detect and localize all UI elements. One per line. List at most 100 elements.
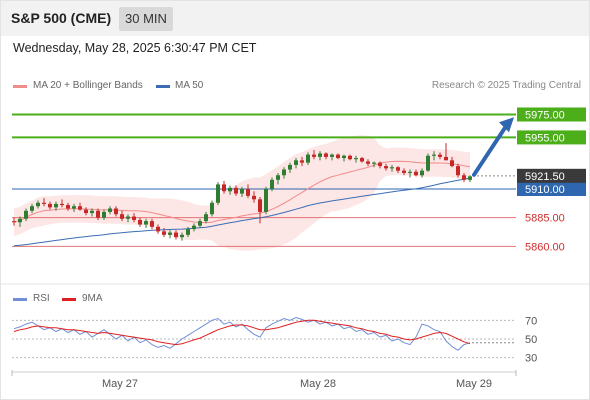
candle-body: [384, 166, 388, 169]
x-tick-label: May 29: [456, 378, 492, 390]
candle-body: [102, 211, 106, 218]
candle-body: [396, 167, 400, 171]
candle-body: [216, 184, 220, 203]
header-bar: [0, 0, 590, 36]
candle-body: [240, 189, 244, 194]
copyright-text: Research © 2025 Trading Central: [431, 80, 581, 91]
candle-body: [42, 202, 46, 204]
level-tag-5955.00: [517, 130, 586, 145]
candle-body: [462, 175, 466, 180]
candle-body: [354, 158, 358, 160]
ma9-legend-label: 9MA: [82, 293, 103, 304]
candle-body: [282, 169, 286, 176]
candle-body: [372, 162, 376, 164]
candle-body: [132, 216, 136, 220]
rsi-legend-swatch: [13, 298, 27, 301]
candle-body: [312, 154, 316, 157]
level-label-5955.00: 5955.00: [525, 132, 565, 144]
candle-body: [222, 184, 226, 192]
candle-body: [264, 189, 268, 212]
rsi-tick-50: 50: [525, 334, 537, 346]
ma9-legend-swatch: [62, 298, 76, 301]
candle-body: [252, 195, 256, 200]
candle-body: [300, 160, 304, 163]
rsi-line: [13, 316, 471, 351]
candle-body: [390, 167, 394, 169]
candle-body: [66, 205, 70, 209]
candle-body: [120, 214, 124, 219]
candle-body: [420, 170, 424, 176]
candle-body: [186, 229, 190, 235]
candle-body: [306, 154, 310, 163]
candle-body: [444, 156, 448, 161]
last-price-label: 5921.50: [525, 171, 565, 183]
candle-body: [360, 158, 364, 162]
last-price-tag: [517, 168, 586, 183]
candle-body: [456, 166, 460, 176]
candle-body: [402, 170, 406, 173]
rsi-legend-label: RSI: [33, 293, 50, 304]
candle-body: [426, 155, 430, 171]
candle-body: [48, 203, 52, 208]
ma20-legend-swatch: [13, 85, 27, 88]
candle-body: [366, 161, 370, 164]
candle-body: [204, 214, 208, 222]
candle-body: [450, 160, 454, 167]
rsi-ma9-line: [13, 319, 471, 346]
rsi-tick-30: 30: [525, 353, 537, 365]
candle-body: [18, 218, 22, 223]
candle-body: [138, 219, 142, 225]
datetime-label: Wednesday, May 28, 2025 6:30:47 PM CET: [13, 41, 257, 55]
candle-body: [438, 154, 442, 157]
timeframe-badge[interactable]: 30 MIN: [119, 7, 173, 31]
candle-body: [84, 209, 88, 214]
ma50-line: [13, 177, 471, 247]
level-label-5885.00: 5885.00: [525, 213, 565, 225]
rsi-tick-70: 70: [525, 315, 537, 327]
candle-body: [294, 160, 298, 165]
forecast-arrow-shaft: [472, 124, 508, 177]
x-tick-label: May 27: [102, 378, 138, 390]
candle-body: [324, 153, 328, 157]
candle-body: [114, 208, 118, 215]
candle-body: [330, 154, 334, 157]
candle-body: [72, 206, 76, 209]
level-tag-5910.00: [517, 182, 586, 196]
candle-body: [162, 231, 166, 235]
candle-body: [288, 164, 292, 170]
level-label-5910.00: 5910.00: [525, 184, 565, 196]
candle-body: [192, 225, 196, 230]
instrument-title: S&P 500 (CME): [11, 10, 112, 26]
level-tag-5975.00: [517, 107, 586, 122]
ma20-line: [13, 160, 471, 224]
candle-body: [150, 221, 154, 227]
candle-body: [60, 203, 64, 206]
candle-body: [168, 232, 172, 235]
candle-body: [126, 216, 130, 219]
candle-body: [36, 202, 40, 207]
candle-body: [234, 187, 238, 194]
candle-body: [318, 153, 322, 157]
candle-body: [342, 155, 346, 159]
candle-body: [258, 199, 262, 212]
candle-body: [12, 221, 16, 223]
ma50-legend-label: MA 50: [175, 80, 204, 91]
candle-body: [246, 189, 250, 196]
candle-body: [30, 206, 34, 211]
candle-body: [96, 210, 100, 218]
forecast-arrow-head: [499, 117, 514, 133]
ma20-legend-label: MA 20 + Bollinger Bands: [33, 80, 143, 91]
candle-body: [174, 232, 178, 238]
level-label-5860.00: 5860.00: [525, 241, 565, 253]
candle-body: [54, 203, 58, 208]
candle-body: [198, 221, 202, 226]
candle-body: [276, 175, 280, 180]
candle-body: [144, 221, 148, 225]
candle-body: [432, 154, 436, 156]
ma50-legend-swatch: [156, 85, 170, 88]
candle-body: [270, 179, 274, 189]
candle-body: [348, 155, 352, 160]
candle-body: [24, 210, 28, 219]
candle-body: [408, 171, 412, 173]
